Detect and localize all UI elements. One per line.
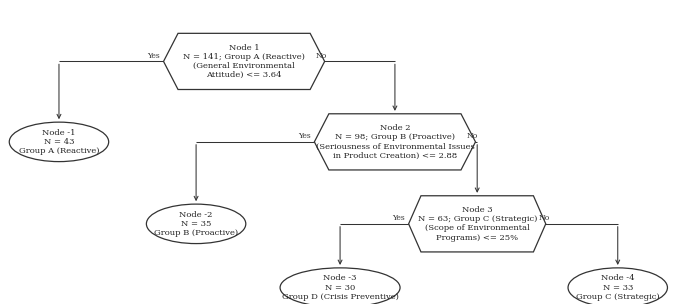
Ellipse shape — [9, 122, 109, 162]
Text: Yes: Yes — [392, 214, 405, 222]
Text: Node -4: Node -4 — [601, 274, 635, 282]
Text: (General Environmental: (General Environmental — [193, 62, 295, 70]
Polygon shape — [315, 114, 475, 170]
Text: in Product Creation) <= 2.88: in Product Creation) <= 2.88 — [333, 152, 457, 160]
Text: Node -3: Node -3 — [324, 274, 357, 282]
Text: Group C (Strategic): Group C (Strategic) — [576, 293, 660, 301]
Text: No: No — [539, 214, 550, 222]
Ellipse shape — [568, 268, 668, 305]
Text: N = 63; Group C (Strategic): N = 63; Group C (Strategic) — [418, 215, 537, 223]
Text: Attitude) <= 3.64: Attitude) <= 3.64 — [206, 71, 282, 79]
Text: N = 30: N = 30 — [325, 284, 355, 292]
Text: Group B (Proactive): Group B (Proactive) — [154, 229, 238, 237]
Text: (Seriousness of Environmental Issues: (Seriousness of Environmental Issues — [315, 142, 474, 150]
Text: N = 43: N = 43 — [44, 138, 74, 146]
Text: N = 141; Group A (Reactive): N = 141; Group A (Reactive) — [183, 53, 305, 61]
Text: Node 1: Node 1 — [229, 44, 260, 52]
Text: Yes: Yes — [147, 52, 160, 60]
Ellipse shape — [280, 268, 400, 305]
Text: Group A (Reactive): Group A (Reactive) — [19, 147, 99, 155]
Text: Programs) <= 25%: Programs) <= 25% — [436, 234, 518, 242]
Text: N = 35: N = 35 — [181, 220, 212, 228]
Text: (Scope of Environmental: (Scope of Environmental — [425, 224, 530, 232]
Ellipse shape — [146, 204, 246, 244]
Text: Yes: Yes — [298, 132, 311, 140]
Text: Node 3: Node 3 — [462, 206, 493, 214]
Text: N = 98; Group B (Proactive): N = 98; Group B (Proactive) — [335, 133, 455, 141]
Polygon shape — [164, 33, 325, 89]
Text: Node -1: Node -1 — [42, 129, 76, 137]
Text: Node -2: Node -2 — [179, 211, 213, 219]
Text: Group D (Crisis Preventive): Group D (Crisis Preventive) — [282, 293, 398, 301]
Text: Node 2: Node 2 — [380, 124, 410, 132]
Text: No: No — [466, 132, 477, 140]
Polygon shape — [409, 196, 545, 252]
Text: N = 33: N = 33 — [602, 284, 633, 292]
Text: No: No — [315, 52, 327, 60]
